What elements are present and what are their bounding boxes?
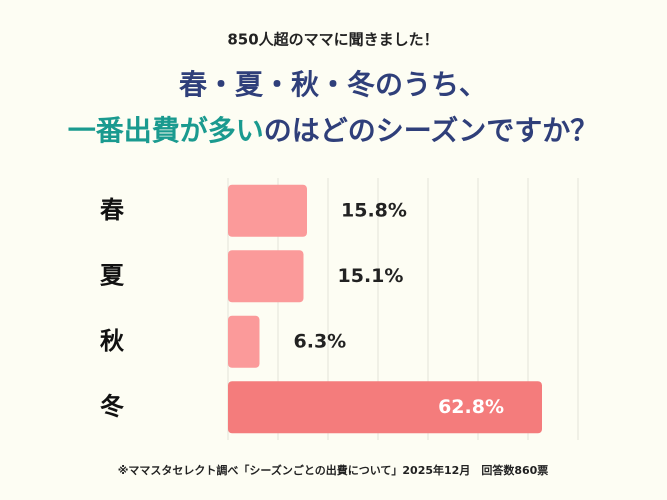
kicker: 850人超のママに聞きました！: [227, 31, 438, 49]
category-label: 冬: [100, 392, 124, 420]
category-label: 夏: [100, 261, 125, 289]
value-label: 62.8%: [438, 396, 504, 418]
bar: [228, 381, 542, 434]
bar: [228, 184, 307, 237]
value-label: 15.8%: [341, 199, 407, 221]
category-label: 春: [100, 196, 124, 224]
title-rest: のはどのシーズンですか？: [264, 114, 599, 147]
title-line2: 一番出費が多いのはどのシーズンですか？: [68, 114, 599, 147]
bar: [228, 315, 260, 368]
value-label: 15.1%: [338, 265, 404, 287]
title-highlight: 一番出費が多い: [68, 114, 264, 147]
bar: [228, 250, 304, 303]
value-label: 6.3%: [294, 330, 347, 352]
footnote: ※ママスタセレクト調べ「シーズンごとの出費について」2025年12月 回答数86…: [118, 463, 549, 477]
title-line1: 春・夏・秋・冬のうち、: [179, 68, 487, 101]
category-label: 秋: [100, 327, 125, 355]
